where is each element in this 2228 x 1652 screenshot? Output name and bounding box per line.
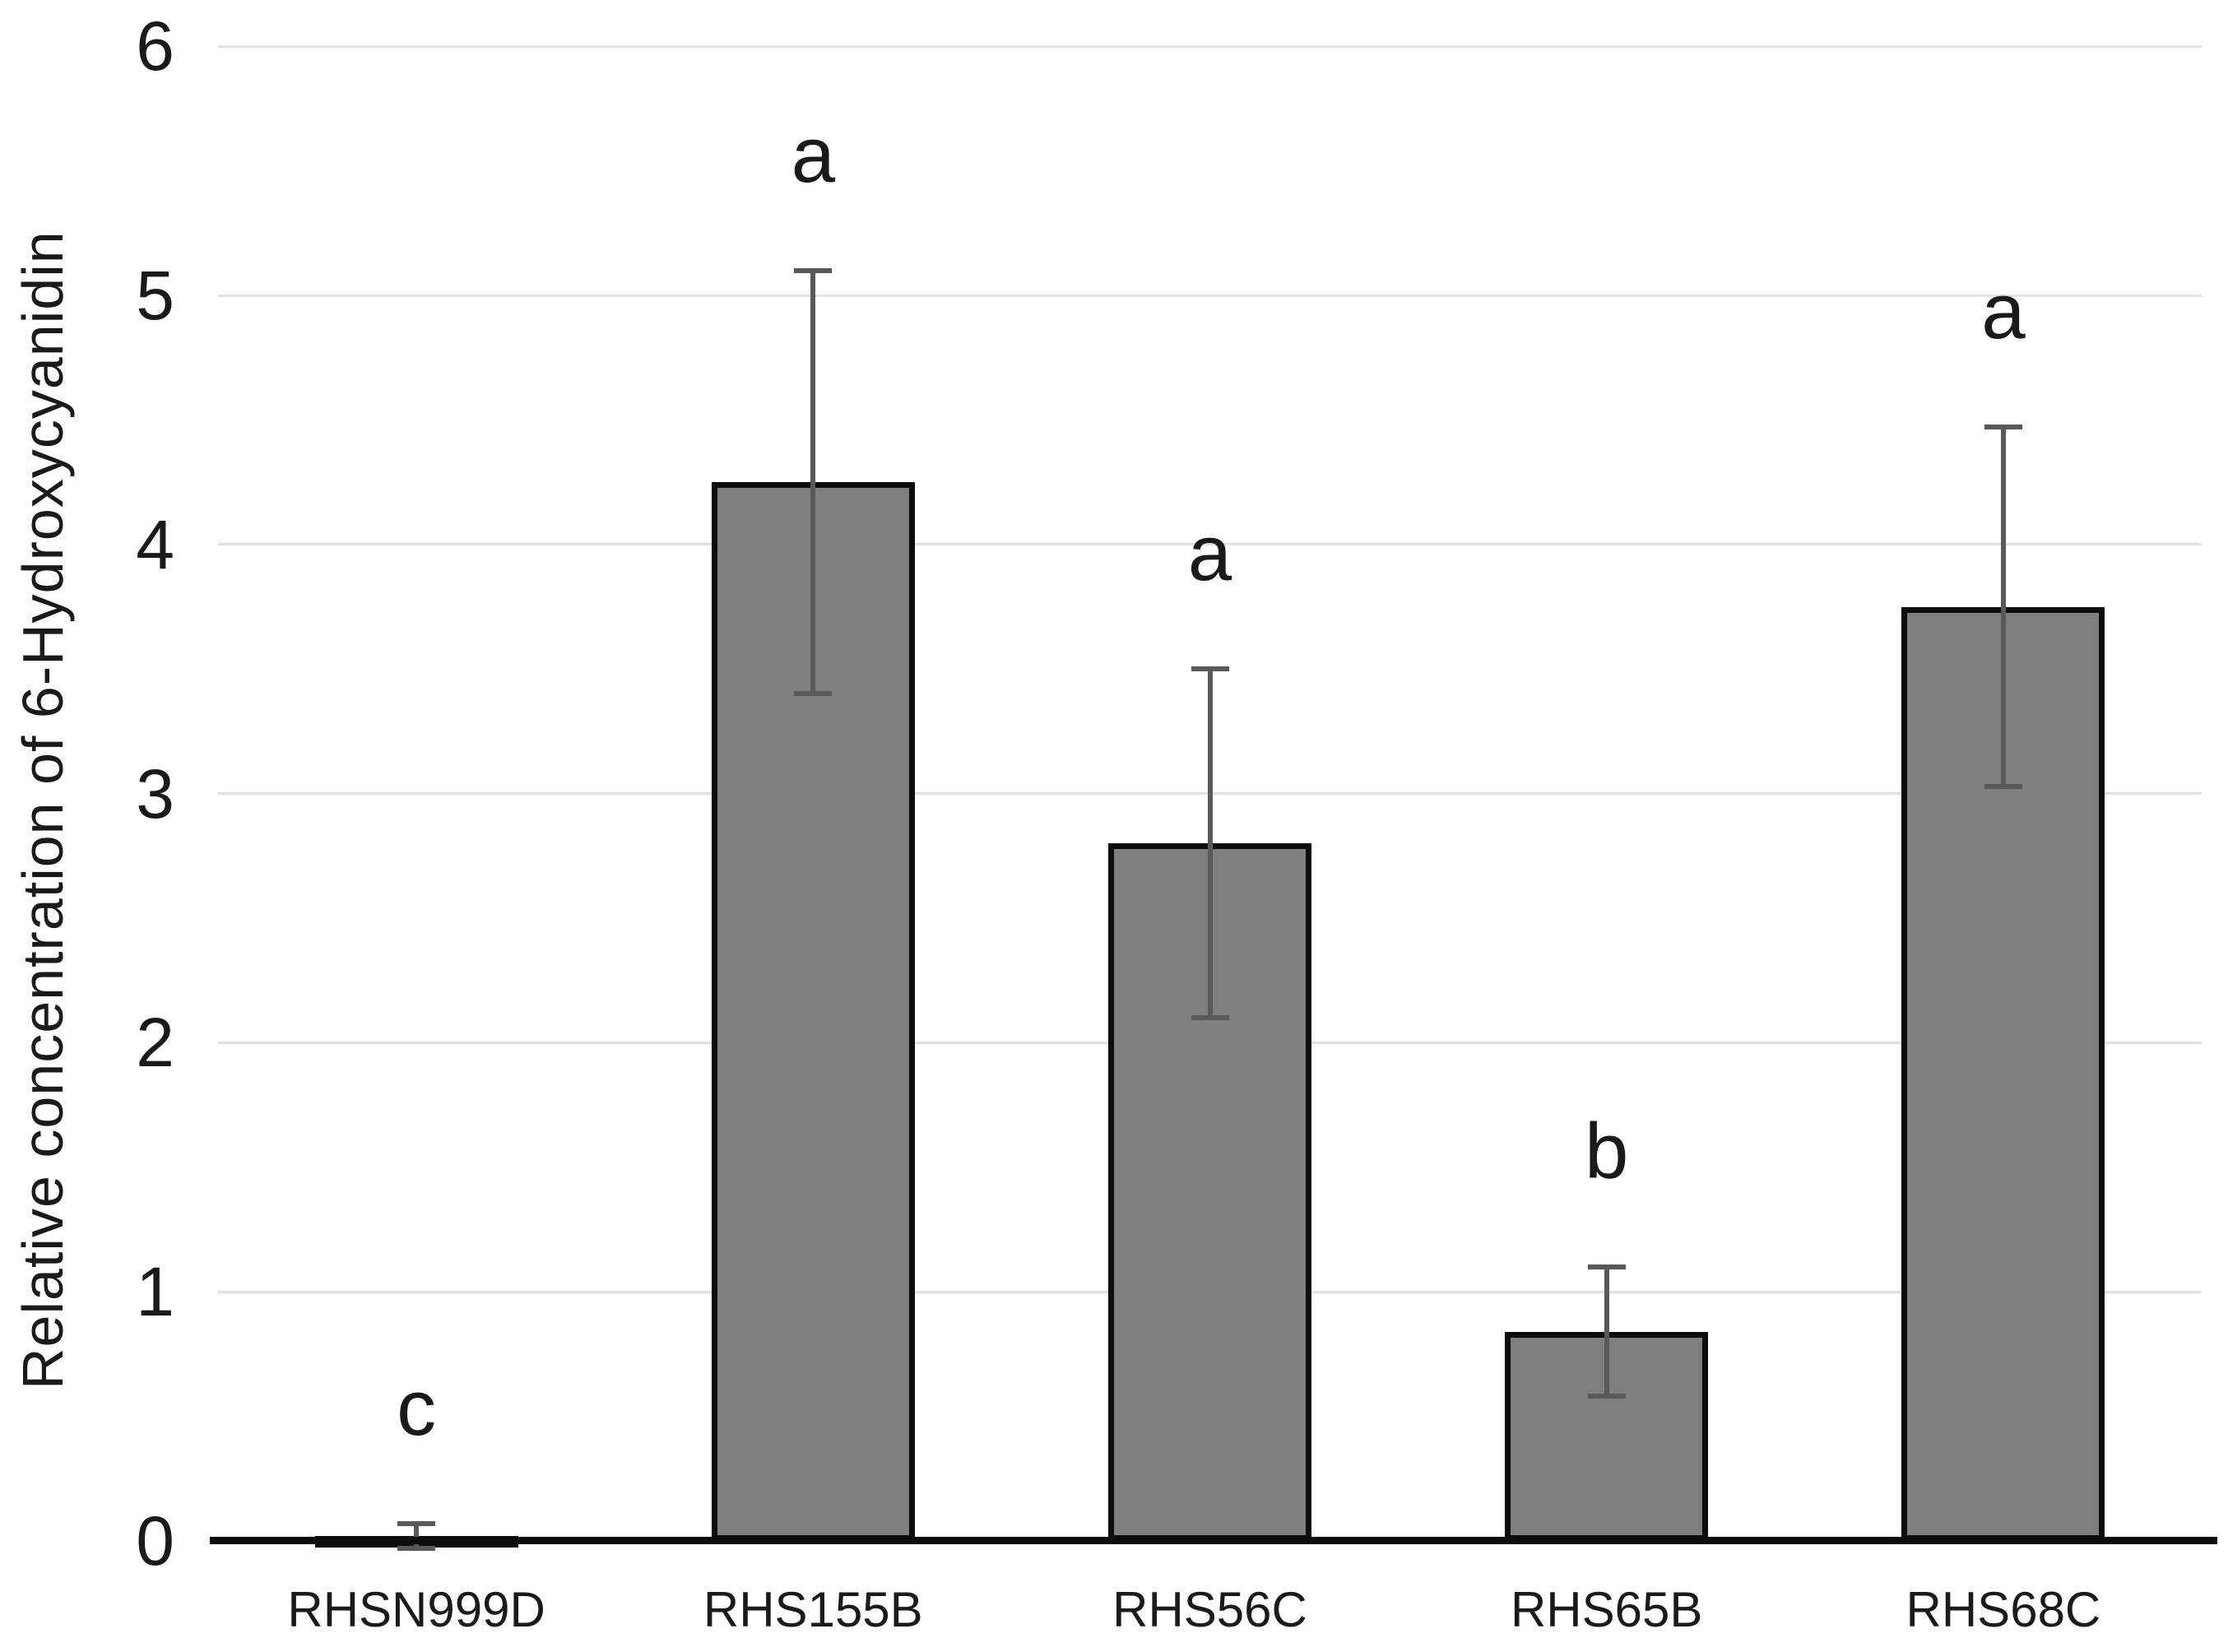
y-tick-label-6: 6 bbox=[136, 7, 174, 86]
significance-letter-RHS56C: a bbox=[1187, 509, 1232, 598]
error-bar-bottom-cap-RHS155B bbox=[794, 691, 833, 697]
y-tick-label-3: 3 bbox=[136, 754, 174, 833]
x-axis-line bbox=[210, 1537, 2217, 1544]
x-axis-label-RHSN999D: RHSN999D bbox=[287, 1582, 545, 1637]
error-bar-bottom-cap-RHSN999D bbox=[397, 1546, 436, 1552]
error-bar-RHSN999D bbox=[414, 1523, 420, 1549]
x-axis-label-RHS68C: RHS68C bbox=[1905, 1582, 2101, 1637]
error-bar-top-cap-RHS56C bbox=[1191, 666, 1229, 672]
x-axis-label-RHS155B: RHS155B bbox=[703, 1582, 923, 1637]
y-tick-label-5: 5 bbox=[136, 257, 174, 334]
significance-letter-RHS155B: a bbox=[791, 110, 835, 199]
significance-letter-RHS68C: a bbox=[1981, 267, 2026, 356]
error-bar-bottom-cap-RHS68C bbox=[1984, 783, 2022, 789]
gridline-y-5 bbox=[218, 294, 2202, 297]
error-bar-top-cap-RHS68C bbox=[1984, 425, 2022, 430]
error-bar-bottom-cap-RHS65B bbox=[1587, 1394, 1626, 1399]
error-bar-RHS155B bbox=[810, 270, 816, 694]
error-bar-RHS65B bbox=[1604, 1266, 1609, 1397]
error-bar-top-cap-RHSN999D bbox=[397, 1520, 436, 1526]
error-bar-top-cap-RHS65B bbox=[1587, 1264, 1626, 1269]
gridline-y-6 bbox=[218, 44, 2202, 48]
y-tick-label-0: 0 bbox=[136, 1502, 174, 1580]
error-bar-RHS68C bbox=[2000, 427, 2006, 787]
error-bar-top-cap-RHS155B bbox=[794, 267, 833, 273]
significance-letter-RHSN999D: c bbox=[397, 1363, 437, 1452]
gridline-y-4 bbox=[218, 543, 2202, 546]
error-bar-bottom-cap-RHS56C bbox=[1191, 1015, 1229, 1021]
x-axis-label-RHS65B: RHS65B bbox=[1510, 1582, 1703, 1637]
bar-RHS155B bbox=[711, 482, 915, 1541]
error-bar-RHS56C bbox=[1207, 669, 1213, 1019]
y-tick-label-1: 1 bbox=[136, 1253, 174, 1331]
x-axis-label-RHS56C: RHS56C bbox=[1112, 1582, 1307, 1637]
y-tick-label-2: 2 bbox=[136, 1004, 174, 1082]
significance-letter-RHS65B: b bbox=[1584, 1107, 1629, 1195]
y-tick-label-4: 4 bbox=[136, 505, 174, 583]
